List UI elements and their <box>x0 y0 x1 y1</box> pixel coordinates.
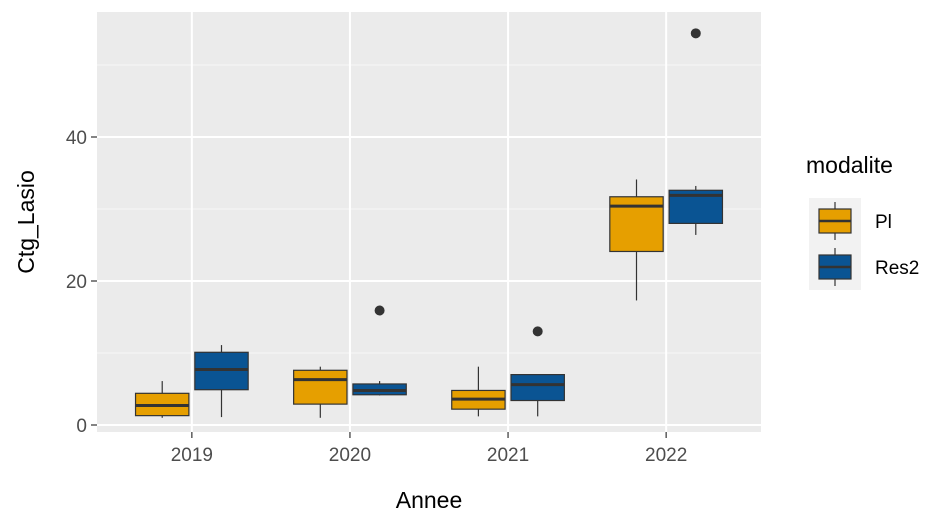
box-Pl-2019 <box>134 381 190 418</box>
legend-title: modalite <box>806 152 893 178</box>
y-axis: 0 20 40 <box>66 128 97 437</box>
x-tick-label: 2021 <box>487 445 529 466</box>
box-iqr <box>510 374 565 402</box>
grid-major <box>97 12 761 432</box>
x-tick-label: 2019 <box>171 445 213 466</box>
box-Pl-2021 <box>451 366 506 417</box>
boxplot-marks <box>134 28 724 418</box>
x-axis: 2019 2020 2021 2022 <box>171 432 687 466</box>
x-axis-title: Annee <box>396 487 463 513</box>
y-tick-label: 0 <box>76 416 87 437</box>
legend-keys: Pl Res2 <box>809 198 919 290</box>
box-Res2-2019 <box>194 345 249 418</box>
box-Res2-2021 <box>510 326 565 417</box>
y-axis-title: Ctg_Lasio <box>13 170 39 274</box>
legend-item-Pl: Pl <box>809 198 892 244</box>
box-Res2-2022 <box>668 28 724 235</box>
box-Pl-2022 <box>609 179 664 301</box>
outlier-point <box>374 305 385 316</box>
legend-label: Pl <box>875 212 892 233</box>
y-tick-label: 40 <box>66 128 87 149</box>
outlier-point <box>532 326 543 337</box>
box-iqr <box>293 369 348 405</box>
legend-item-Res2: Res2 <box>809 244 919 290</box>
box-Pl-2020 <box>293 366 348 418</box>
x-tick-label: 2020 <box>329 445 371 466</box>
outlier-point <box>690 28 701 39</box>
legend-label: Res2 <box>875 258 919 279</box>
legend: modalite Pl Res2 <box>806 152 919 290</box>
box-Res2-2020 <box>352 305 407 396</box>
x-tick-label: 2022 <box>645 445 687 466</box>
y-tick-label: 20 <box>66 272 87 293</box>
